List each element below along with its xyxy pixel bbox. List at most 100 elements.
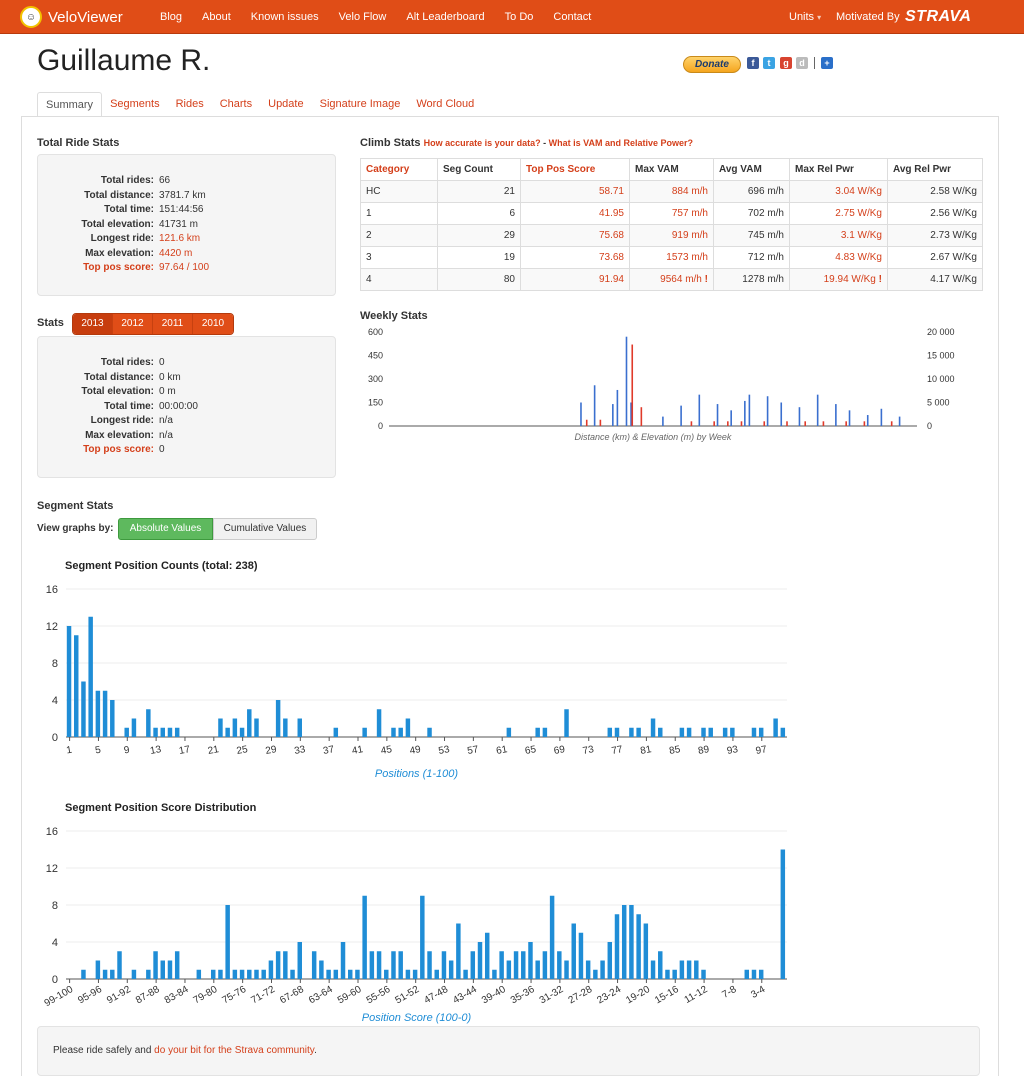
cell-avg-rel-pwr: 2.67 W/Kg — [887, 246, 983, 269]
position-bar — [658, 727, 663, 737]
x-tick-label: 65 — [524, 744, 537, 757]
nav-item-alt-leaderboard[interactable]: Alt Leaderboard — [406, 11, 485, 23]
strava-logo[interactable]: STRAVA — [905, 8, 972, 25]
longest-ride-link[interactable]: 121.6 km — [159, 233, 201, 244]
cell-max-rel-pwr[interactable]: 4.83 W/Kg — [789, 246, 888, 269]
absolute-values-button[interactable]: Absolute Values — [118, 518, 213, 540]
position-bar — [593, 969, 598, 979]
warning-icon: ! — [704, 274, 708, 285]
position-bar — [499, 951, 504, 979]
x-axis-label: Position Score (100-0) — [362, 1012, 472, 1024]
donate-button[interactable]: Donate — [683, 56, 741, 73]
position-bar — [131, 969, 137, 979]
cell-max-rel-pwr-cell: 19.94 W/Kg ! — [789, 268, 888, 291]
x-tick-label: 85 — [668, 744, 681, 757]
cell-top-pos-score[interactable]: 91.94 — [520, 268, 630, 291]
nav-item-about[interactable]: About — [202, 11, 231, 23]
cell-top-pos-score[interactable]: 41.95 — [520, 202, 630, 225]
col-header-top-pos-score[interactable]: Top Pos Score — [520, 158, 630, 181]
y-tick-label: 0 — [52, 732, 58, 744]
nav-item-to-do[interactable]: To Do — [504, 11, 534, 23]
cell-top-pos-score[interactable]: 58.71 — [520, 180, 630, 203]
stat-value: 0 m — [159, 386, 176, 397]
x-tick-label: 1 — [65, 745, 73, 757]
total-ride-stats-panel: Total rides: 66 Total distance: 3781.7 km … — [37, 154, 336, 296]
digg-icon[interactable]: d — [796, 57, 808, 69]
data-accuracy-link[interactable]: How accurate is your data? — [423, 138, 541, 148]
cell-max-rel-pwr[interactable]: 3.04 W/Kg — [789, 180, 888, 203]
cell-max-vam[interactable]: 9564 m/h — [660, 274, 702, 285]
x-tick-label: 43-44 — [451, 984, 479, 1007]
units-dropdown[interactable]: Units ▾ — [789, 0, 821, 35]
year-button-2010[interactable]: 2010 — [193, 314, 233, 334]
tab-segments[interactable]: Segments — [110, 98, 160, 110]
brand-link[interactable]: ☺ VeloViewer — [20, 6, 123, 28]
weekly-bar — [835, 404, 837, 426]
weekly-bar — [863, 421, 866, 426]
col-header-max-vam[interactable]: Max VAM — [629, 158, 714, 181]
cell-top-pos-score[interactable]: 73.68 — [520, 246, 630, 269]
year-button-2013[interactable]: 2013 — [73, 314, 113, 334]
col-header-seg-count[interactable]: Seg Count — [437, 158, 521, 181]
cell-max-vam[interactable]: 1573 m/h — [629, 246, 714, 269]
top-pos-score-link[interactable]: Top pos score: — [83, 444, 154, 455]
share-plus-icon[interactable]: + — [821, 57, 833, 69]
tab-summary[interactable]: Summary — [37, 92, 103, 117]
col-header-max-rel-pwr[interactable]: Max Rel Pwr — [789, 158, 888, 181]
cell-avg-vam: 745 m/h — [713, 224, 790, 247]
year-button-2011[interactable]: 2011 — [153, 314, 193, 334]
position-bar — [81, 681, 86, 737]
stat-value: n/a — [159, 429, 173, 441]
twitter-icon[interactable]: t — [763, 57, 775, 69]
cell-top-pos-score[interactable]: 75.68 — [520, 224, 630, 247]
position-bar — [643, 923, 649, 979]
units-label: Units — [789, 11, 815, 23]
tab-charts[interactable]: Charts — [219, 98, 253, 110]
position-bar — [672, 969, 677, 979]
cell-max-rel-pwr[interactable]: 2.75 W/Kg — [789, 202, 888, 225]
col-header-category[interactable]: Category — [360, 158, 438, 181]
cell-max-vam[interactable]: 884 m/h — [629, 180, 714, 203]
stat-row: Total elevation: 0 m — [38, 386, 338, 401]
position-bar — [636, 727, 641, 737]
tab-rides[interactable]: Rides — [175, 98, 204, 110]
strava-community-link[interactable]: do your bit for the Strava community — [154, 1045, 315, 1056]
x-tick-label: 37 — [322, 744, 335, 757]
cell-max-vam[interactable]: 919 m/h — [629, 224, 714, 247]
position-bar — [254, 969, 259, 979]
weekly-bar — [748, 394, 751, 426]
google-plus-icon[interactable]: g — [780, 57, 792, 69]
cumulative-values-button[interactable]: Cumulative Values — [213, 518, 317, 540]
stat-row: Longest ride: n/a — [38, 415, 338, 430]
position-bar — [456, 923, 461, 979]
max-elevation-link[interactable]: 4420 m — [159, 247, 193, 259]
x-tick-label: 51-52 — [394, 984, 422, 1007]
x-tick-label: 45 — [380, 744, 393, 757]
nav-item-velo-flow[interactable]: Velo Flow — [338, 11, 387, 23]
nav-item-blog[interactable]: Blog — [160, 11, 183, 23]
vam-info-link[interactable]: What is VAM and Relative Power? — [548, 138, 693, 148]
col-header-avg-vam[interactable]: Avg VAM — [713, 158, 790, 181]
nav-item-contact[interactable]: Contact — [553, 11, 592, 23]
position-bar — [448, 960, 454, 979]
weekly-bar — [866, 415, 869, 426]
weekly-bar — [766, 396, 769, 426]
year-button-2012[interactable]: 2012 — [113, 314, 153, 334]
stat-value: 0 — [159, 444, 165, 455]
top-pos-score-link[interactable]: Top pos score: — [83, 262, 154, 273]
nav-menu: Blog About Known issues Velo Flow Alt Le… — [150, 0, 601, 34]
position-bar — [607, 727, 613, 737]
tab-update[interactable]: Update — [268, 98, 304, 110]
col-header-avg-rel-pwr[interactable]: Avg Rel Pwr — [887, 158, 983, 181]
facebook-icon[interactable]: f — [747, 57, 759, 69]
tab-word-cloud[interactable]: Word Cloud — [416, 98, 475, 110]
weekly-bar — [580, 402, 582, 426]
stat-label: Longest ride: — [90, 415, 154, 426]
cell-max-rel-pwr[interactable]: 19.94 W/Kg — [823, 274, 876, 285]
cell-max-vam[interactable]: 757 m/h — [629, 202, 714, 225]
y-tick-label: 16 — [46, 826, 58, 838]
nav-item-known-issues[interactable]: Known issues — [250, 11, 319, 23]
x-tick-label: 63-64 — [307, 984, 335, 1007]
cell-max-rel-pwr[interactable]: 3.1 W/Kg — [789, 224, 888, 247]
tab-signature-image[interactable]: Signature Image — [319, 98, 401, 110]
